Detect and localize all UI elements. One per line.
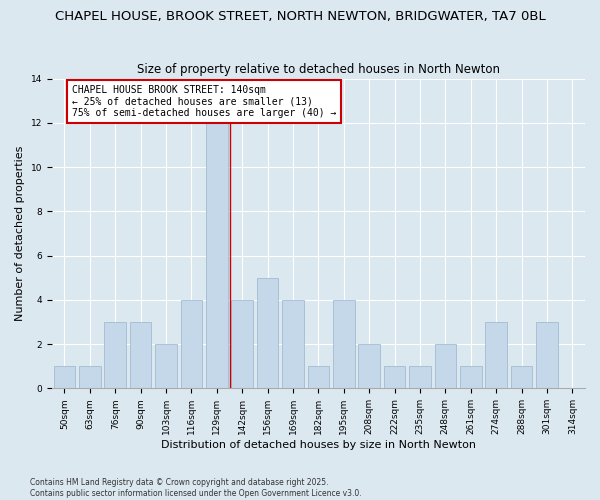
Bar [358, 344, 380, 389]
Bar [53, 366, 75, 388]
Text: CHAPEL HOUSE, BROOK STREET, NORTH NEWTON, BRIDGWATER, TA7 0BL: CHAPEL HOUSE, BROOK STREET, NORTH NEWTON… [55, 10, 545, 23]
Bar [434, 344, 456, 389]
Bar [104, 322, 126, 388]
Bar [206, 123, 227, 388]
Bar [333, 300, 355, 388]
X-axis label: Distribution of detached houses by size in North Newton: Distribution of detached houses by size … [161, 440, 476, 450]
Bar [460, 366, 482, 388]
Text: CHAPEL HOUSE BROOK STREET: 140sqm
← 25% of detached houses are smaller (13)
75% : CHAPEL HOUSE BROOK STREET: 140sqm ← 25% … [72, 85, 337, 118]
Bar [282, 300, 304, 388]
Text: Contains HM Land Registry data © Crown copyright and database right 2025.
Contai: Contains HM Land Registry data © Crown c… [30, 478, 362, 498]
Bar [536, 322, 558, 388]
Bar [409, 366, 431, 388]
Bar [511, 366, 532, 388]
Bar [384, 366, 406, 388]
Bar [308, 366, 329, 388]
Bar [130, 322, 151, 388]
Bar [257, 278, 278, 388]
Title: Size of property relative to detached houses in North Newton: Size of property relative to detached ho… [137, 63, 500, 76]
Bar [79, 366, 101, 388]
Y-axis label: Number of detached properties: Number of detached properties [15, 146, 25, 321]
Bar [232, 300, 253, 388]
Bar [485, 322, 507, 388]
Bar [181, 300, 202, 388]
Bar [155, 344, 177, 389]
